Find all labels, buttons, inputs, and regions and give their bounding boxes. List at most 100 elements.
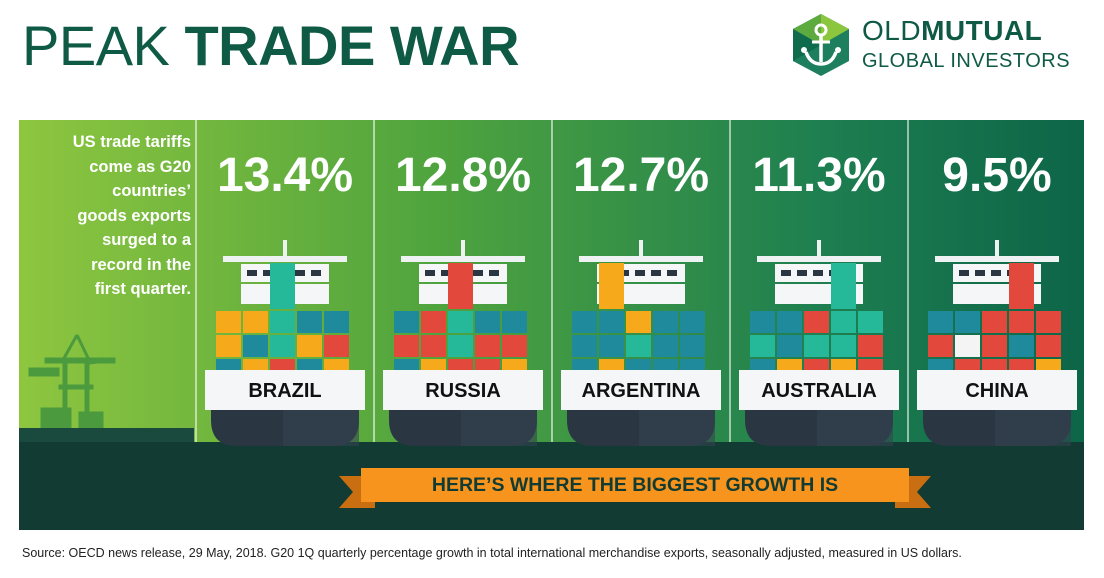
container — [653, 311, 678, 333]
container — [475, 311, 500, 333]
container — [394, 311, 419, 333]
container — [653, 335, 678, 357]
container — [831, 335, 856, 357]
growth-percent-argentina: 12.7% — [572, 149, 710, 202]
container — [243, 335, 268, 357]
ship-china: CHINA — [917, 240, 1077, 446]
container — [270, 263, 295, 309]
container — [1036, 335, 1061, 357]
container — [1009, 335, 1034, 357]
container — [858, 335, 883, 357]
title-bold: TRADE WAR — [184, 14, 520, 77]
container — [955, 311, 980, 333]
name-plate — [205, 370, 365, 410]
logo-old: OLD — [862, 15, 922, 46]
port-crane-icon — [19, 334, 194, 442]
container — [626, 335, 651, 357]
column-divider — [373, 120, 375, 445]
container — [831, 311, 856, 333]
ship-russia: RUSSIA — [383, 240, 543, 446]
growth-percent-brazil: 13.4% — [216, 149, 354, 202]
intro-line: first quarter. — [94, 280, 191, 298]
container — [448, 263, 473, 309]
title-light: PEAK — [22, 14, 170, 77]
anchor-hexagon-icon — [793, 14, 849, 76]
container — [928, 311, 953, 333]
ship-argentina: ARGENTINA — [561, 240, 721, 446]
container — [599, 335, 624, 357]
column-divider — [551, 120, 553, 445]
container — [804, 311, 829, 333]
ship-name-label: RUSSIA — [425, 380, 501, 402]
column-divider — [907, 120, 909, 445]
source-note: Source: OECD news release, 29 May, 2018.… — [22, 546, 962, 560]
container — [270, 335, 295, 357]
container — [394, 335, 419, 357]
column-divider — [195, 120, 197, 445]
intro-line: US trade tariffs — [72, 133, 191, 151]
container — [982, 335, 1007, 357]
container — [1009, 263, 1034, 309]
container — [599, 311, 624, 333]
banner-ribbon — [339, 468, 931, 508]
container — [270, 311, 295, 333]
intro-line: countries’ — [112, 182, 191, 200]
growth-percent-china: 9.5% — [942, 149, 1052, 202]
logo-wordmark: OLDMUTUAL GLOBAL INVESTORS — [862, 14, 1070, 74]
container — [216, 311, 241, 333]
intro-line: record in the — [91, 255, 191, 274]
ship-name-label: AUSTRALIA — [761, 380, 877, 402]
container — [324, 311, 349, 333]
container — [421, 335, 446, 357]
page-title: PEAK TRADE WAR — [22, 10, 520, 82]
ships-layer: BRAZIL RUSSIA ARGENTINA AUSTRALIA CHINA — [205, 240, 1077, 446]
ship-australia: AUSTRALIA — [739, 240, 899, 446]
name-plate — [561, 370, 721, 410]
container — [243, 311, 268, 333]
container — [982, 311, 1007, 333]
growth-banner: HERE’S WHERE THE BIGGEST GROWTH IS — [339, 468, 931, 508]
container — [1009, 311, 1034, 333]
container — [448, 311, 473, 333]
container — [831, 263, 856, 309]
container — [572, 311, 597, 333]
container — [680, 335, 705, 357]
name-plate — [383, 370, 543, 410]
name-plate — [917, 370, 1077, 410]
container — [750, 335, 775, 357]
container — [448, 335, 473, 357]
container — [297, 311, 322, 333]
container — [599, 263, 624, 309]
infographic-panel: US trade tariffs come as G20 countries’ … — [19, 120, 1084, 530]
container — [955, 335, 980, 357]
container — [626, 311, 651, 333]
container — [572, 335, 597, 357]
intro-line: surged to a — [102, 231, 191, 249]
name-plate — [739, 370, 899, 410]
container — [475, 335, 500, 357]
container — [502, 335, 527, 357]
container — [324, 335, 349, 357]
old-mutual-logo: OLDMUTUAL GLOBAL INVESTORS — [788, 12, 1088, 78]
logo-mutual: MUTUAL — [921, 15, 1043, 46]
intro-text: US trade tariffs come as G20 countries’ … — [19, 130, 191, 302]
logo-subtitle: GLOBAL INVESTORS — [862, 50, 1071, 72]
container — [777, 335, 802, 357]
container — [1036, 311, 1061, 333]
ship-name-label: BRAZIL — [248, 380, 321, 402]
container — [858, 311, 883, 333]
container — [297, 335, 322, 357]
container — [750, 311, 775, 333]
container — [421, 311, 446, 333]
banner-text: HERE’S WHERE THE BIGGEST GROWTH IS — [431, 474, 839, 496]
intro-line: come as G20 — [89, 157, 191, 176]
container — [777, 311, 802, 333]
growth-percent-russia: 12.8% — [394, 149, 532, 202]
intro-line: goods exports — [77, 206, 191, 225]
container — [216, 335, 241, 357]
ship-name-label: ARGENTINA — [582, 380, 701, 402]
ship-brazil: BRAZIL — [205, 240, 365, 446]
container — [804, 335, 829, 357]
container — [502, 311, 527, 333]
growth-percent-australia: 11.3% — [752, 149, 886, 202]
